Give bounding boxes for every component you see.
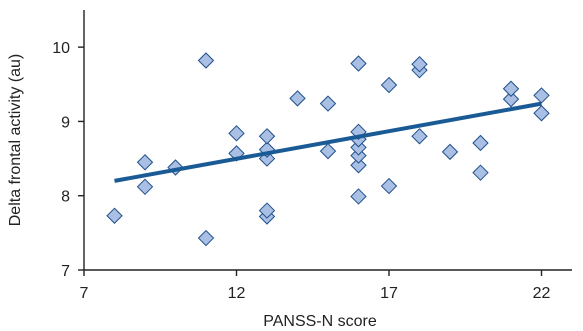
data-point xyxy=(106,207,123,224)
data-point xyxy=(197,229,215,247)
x-tick-label: 12 xyxy=(228,285,246,302)
data-point xyxy=(472,134,489,152)
data-point xyxy=(258,128,276,145)
y-tick-label: 8 xyxy=(61,189,70,206)
data-point xyxy=(197,52,215,69)
trend-line xyxy=(114,101,542,183)
x-tick-label: 17 xyxy=(380,285,398,302)
data-point xyxy=(136,154,154,171)
data-point xyxy=(502,90,520,108)
data-point xyxy=(350,188,367,205)
tick-labels: 7 12 17 22 7 8 9 10 xyxy=(52,40,550,302)
y-axis-title: Delta frontal activity (au) xyxy=(7,54,24,227)
data-point xyxy=(533,87,550,104)
data-point xyxy=(228,125,245,142)
data-point xyxy=(258,202,276,219)
axes xyxy=(83,10,572,271)
data-point xyxy=(136,178,154,196)
data-point xyxy=(411,56,428,73)
data-point xyxy=(502,80,520,97)
data-point xyxy=(380,76,398,94)
data-points xyxy=(106,52,550,247)
ticks xyxy=(78,46,543,276)
data-point xyxy=(472,164,489,181)
data-point xyxy=(533,105,550,122)
data-point xyxy=(319,95,337,112)
y-tick-label: 10 xyxy=(52,40,70,57)
y-tick-label: 9 xyxy=(61,114,70,131)
data-point xyxy=(319,142,337,160)
data-point xyxy=(380,177,398,195)
y-tick-label: 7 xyxy=(61,263,70,280)
trend-line-group xyxy=(114,101,542,183)
x-tick-label: 22 xyxy=(533,285,551,302)
x-axis-title: PANSS-N score xyxy=(263,313,377,330)
data-point xyxy=(411,128,428,145)
x-tick-label: 7 xyxy=(80,285,89,302)
data-point xyxy=(441,143,459,161)
data-point xyxy=(289,90,306,107)
data-point xyxy=(350,157,367,174)
data-point xyxy=(350,55,367,72)
